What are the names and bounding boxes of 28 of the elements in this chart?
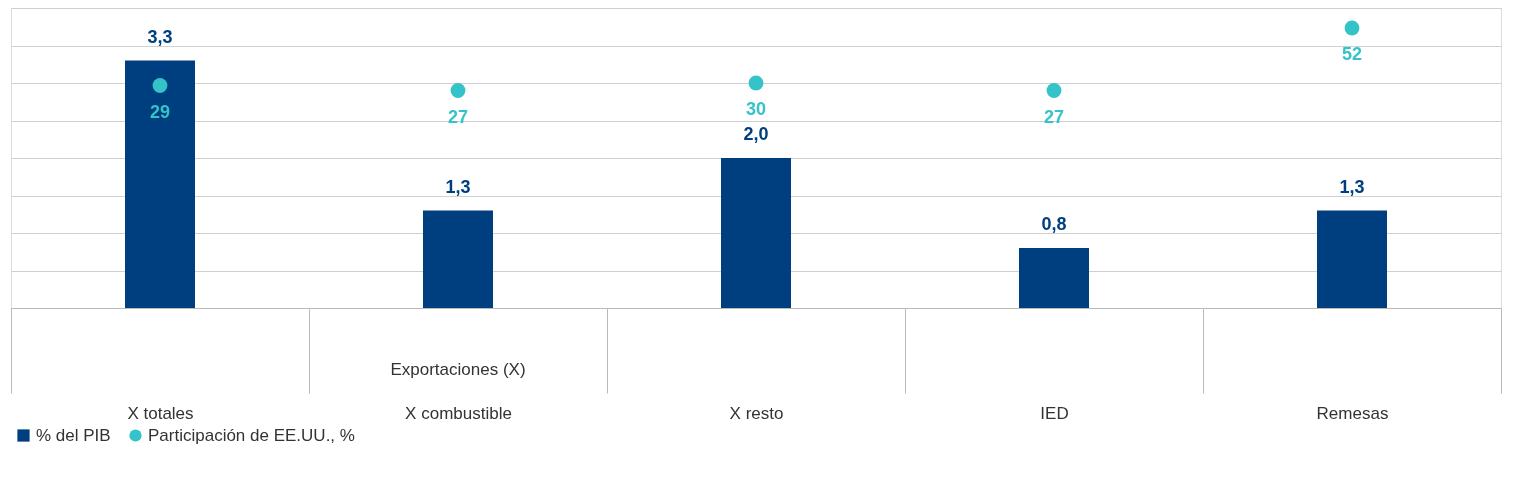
text: Exportaciones (X) — [390, 360, 526, 379]
data-label: 2,0 — [743, 124, 769, 144]
bar — [125, 60, 195, 308]
point — [748, 75, 764, 91]
point — [152, 78, 168, 93]
legend-label: Participación de EE.UU., % — [148, 425, 355, 445]
data-label: 29 — [149, 101, 171, 122]
point — [1344, 20, 1360, 36]
x-tick-label: IED — [1040, 403, 1069, 423]
bar — [1317, 210, 1387, 308]
point — [450, 83, 466, 98]
data-label: 52 — [1341, 44, 1363, 64]
x-tick-label: Remesas — [1316, 403, 1389, 423]
data-label: 1,3 — [445, 176, 471, 197]
x-tick-label: X combustible — [405, 403, 512, 423]
bar — [423, 210, 493, 308]
x-tick-label: X totales — [127, 403, 194, 423]
data-label: 27 — [447, 106, 469, 127]
x-tick-label: X resto — [729, 403, 784, 423]
data-label: 27 — [1043, 106, 1065, 127]
data-label: 0,8 — [1041, 214, 1067, 234]
data-label: 3,3 — [147, 26, 173, 47]
bar — [721, 158, 791, 308]
point — [1046, 83, 1062, 98]
legend-label: % del PIB — [36, 425, 111, 445]
data-label: 30 — [745, 99, 767, 119]
bar — [1019, 248, 1089, 308]
data-label: 1,3 — [1339, 176, 1365, 197]
